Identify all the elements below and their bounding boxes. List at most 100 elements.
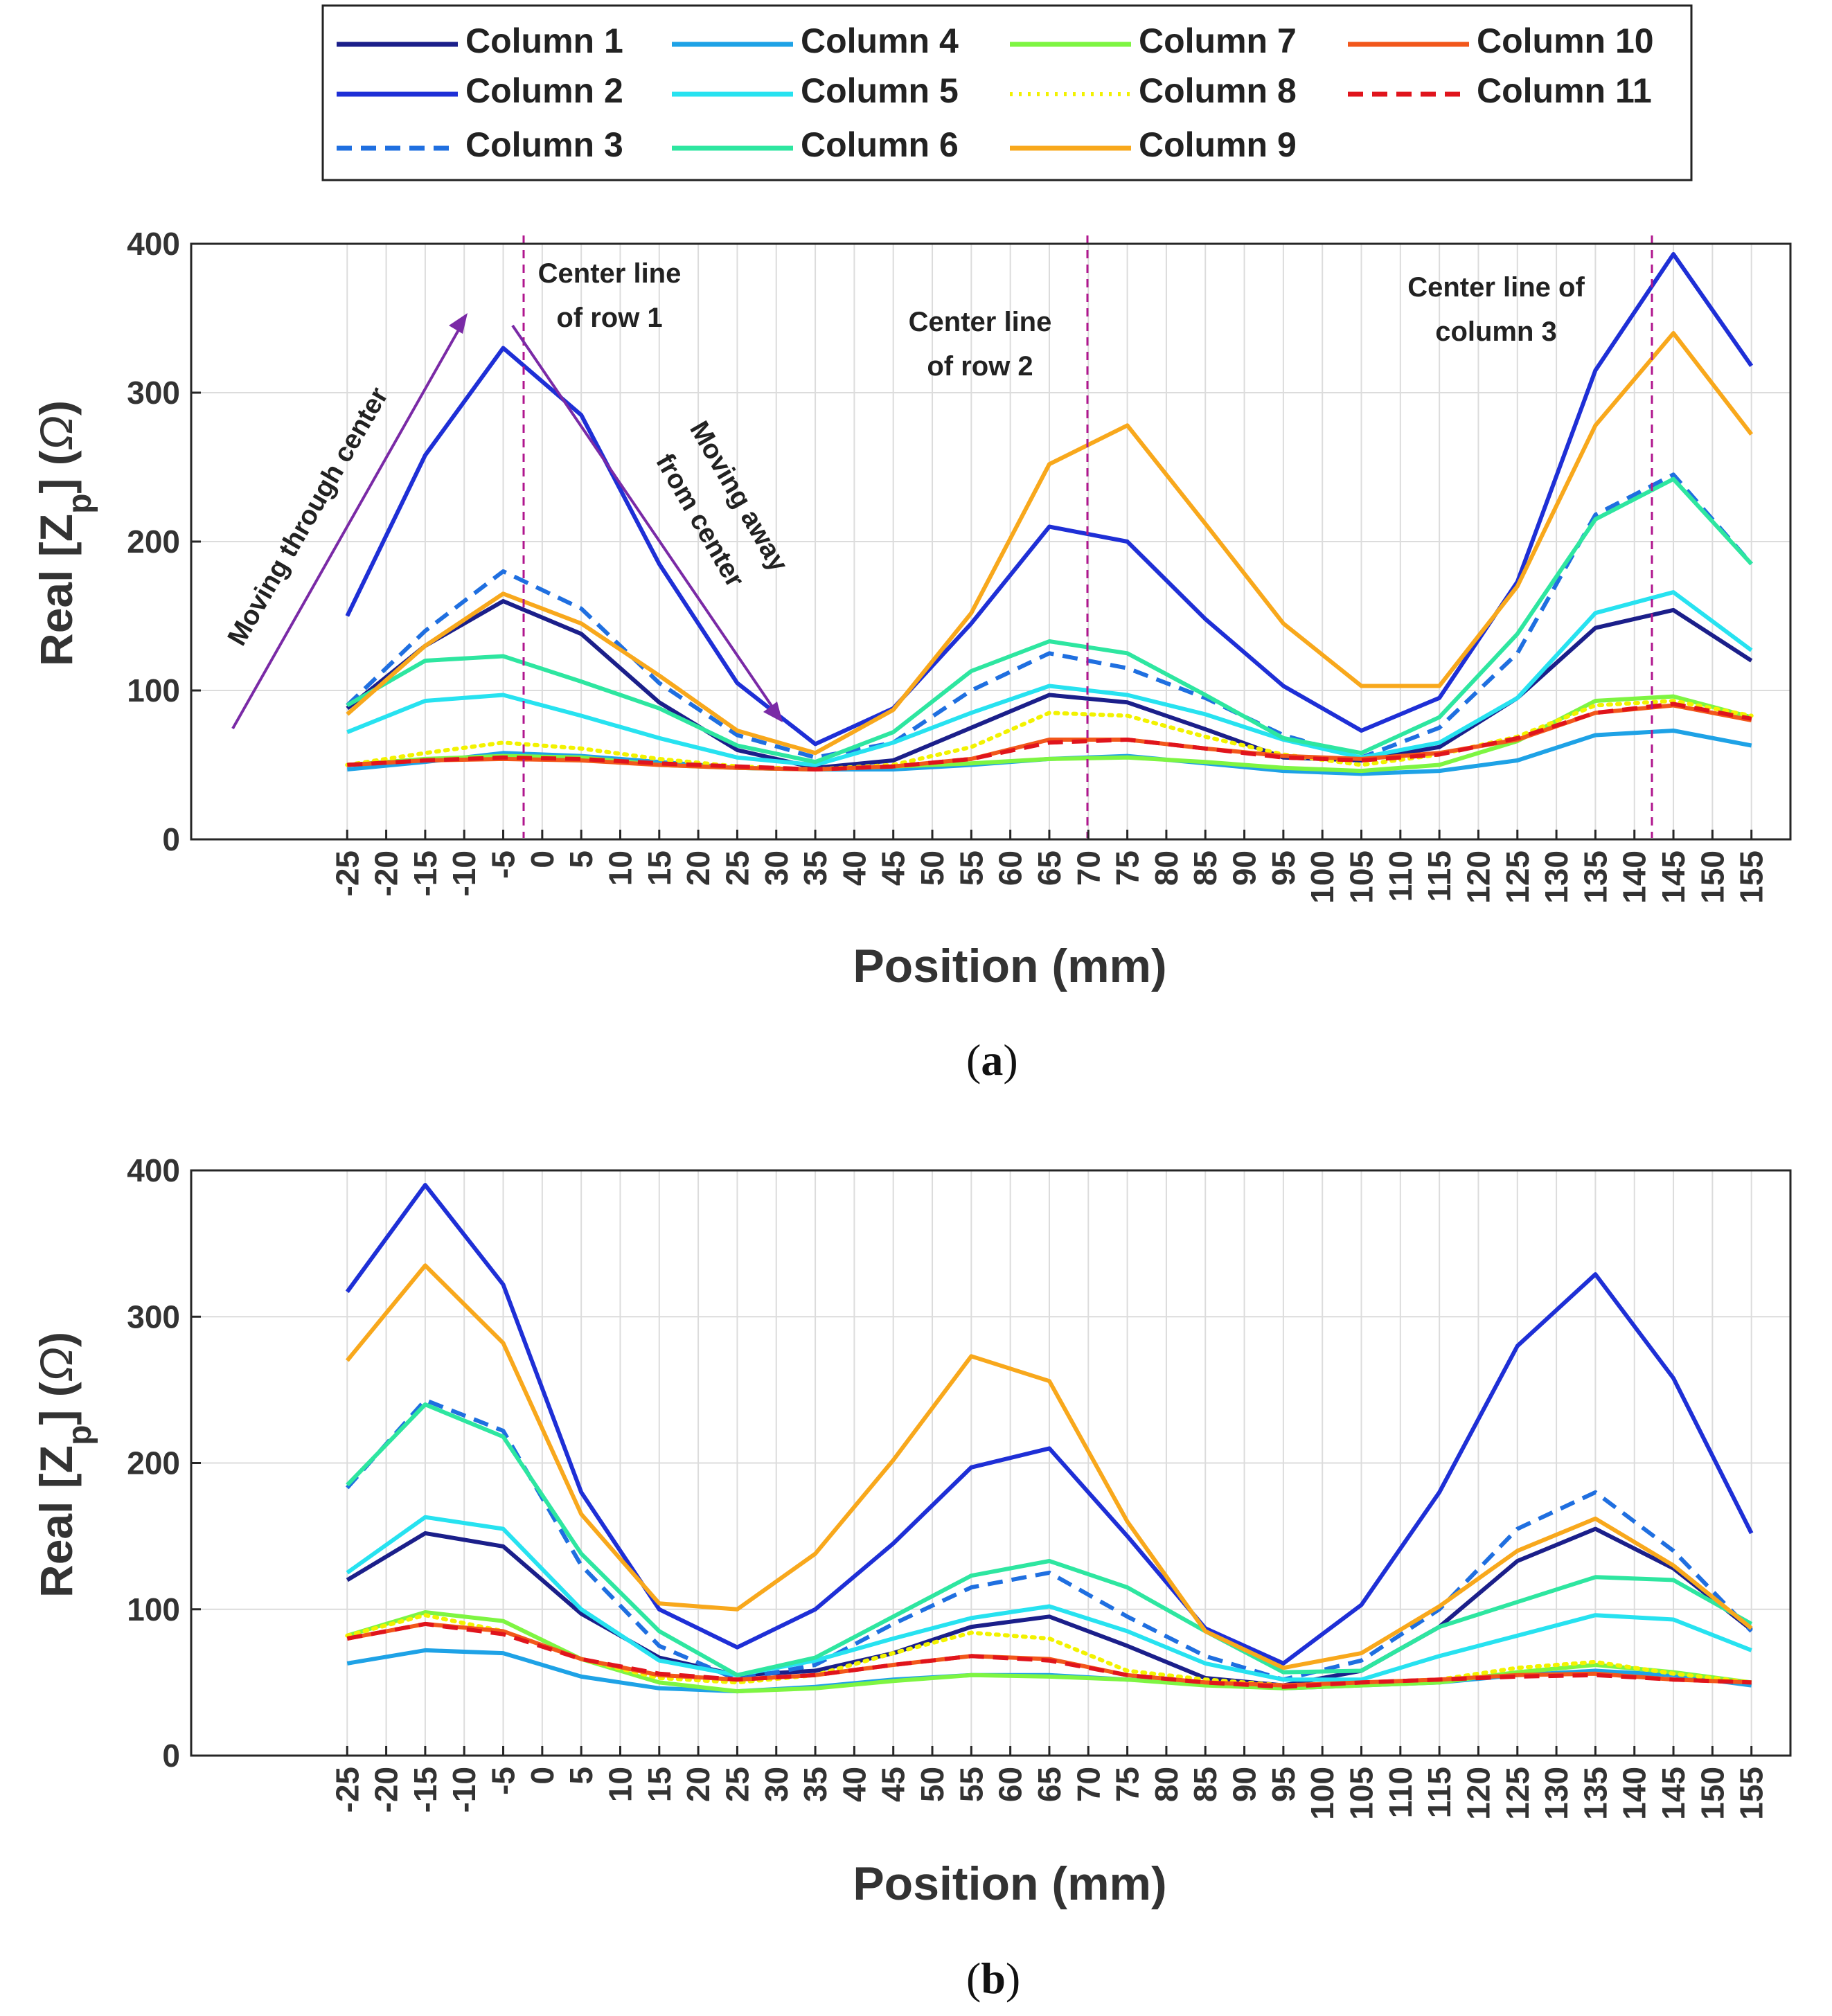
series-line-column-1 xyxy=(346,1526,1753,1688)
legend-label-column-8: Column 8 xyxy=(1139,71,1297,110)
legend-label-column-6: Column 6 xyxy=(801,125,959,164)
arrow-moving-away xyxy=(511,324,776,711)
y-tick-label: 300 xyxy=(127,375,180,411)
legend-box xyxy=(321,4,1693,181)
x-tick-label: -20 xyxy=(368,850,404,896)
label-center-row-2-a: Center line xyxy=(909,307,1052,337)
x-tick-label: 25 xyxy=(719,1767,755,1802)
x-tick-label: 65 xyxy=(1031,850,1067,886)
x-tick-label: 45 xyxy=(875,850,911,886)
panel-b-ylabel: Real [Zp] (Ω) xyxy=(30,1332,98,1598)
label-center-col-3-a: Center line of xyxy=(1407,272,1585,303)
x-tick-label: 155 xyxy=(1734,850,1770,904)
x-tick-label: 20 xyxy=(680,850,716,886)
x-tick-label: 55 xyxy=(953,1767,989,1802)
x-tick-label: 100 xyxy=(1304,850,1340,904)
y-tick-label: 200 xyxy=(127,1445,180,1481)
x-tick-label: 15 xyxy=(641,850,677,886)
x-tick-label: 0 xyxy=(524,1767,560,1785)
label-center-row-1-b: of row 1 xyxy=(556,303,662,333)
x-tick-label: 110 xyxy=(1382,1767,1419,1818)
x-tick-label: 65 xyxy=(1031,1767,1067,1802)
x-tick-label: 110 xyxy=(1382,850,1419,902)
legend-label-column-7: Column 7 xyxy=(1139,21,1297,60)
x-tick-label: -10 xyxy=(446,1767,482,1812)
x-tick-label: 35 xyxy=(797,850,833,886)
panel-b-series xyxy=(345,1183,1754,1694)
x-tick-label: 150 xyxy=(1694,850,1730,904)
legend-label-column-10: Column 10 xyxy=(1477,21,1654,60)
series-line-column-9 xyxy=(346,331,1754,756)
x-tick-label: 5 xyxy=(563,850,599,868)
panel-a-label: (a) xyxy=(966,1035,1018,1085)
y-tick-label: 300 xyxy=(127,1299,180,1335)
y-tick-label: 400 xyxy=(127,1152,180,1188)
x-tick-label: 30 xyxy=(758,1767,794,1802)
x-tick-label: 115 xyxy=(1421,1767,1457,1818)
x-tick-label: 85 xyxy=(1187,1767,1223,1802)
label-center-col-3-b: column 3 xyxy=(1435,316,1557,347)
arrowhead-moving-through xyxy=(449,313,468,334)
x-tick-label: 50 xyxy=(914,850,950,886)
x-tick-label: 125 xyxy=(1500,1767,1536,1820)
y-tick-label: 400 xyxy=(127,226,180,262)
series-line-column-9 xyxy=(345,1263,1753,1670)
x-tick-label: 135 xyxy=(1577,850,1613,904)
x-tick-label: 60 xyxy=(993,850,1029,886)
x-tick-label: 140 xyxy=(1617,1767,1653,1820)
x-tick-label: 50 xyxy=(914,1767,950,1802)
legend-label-column-4: Column 4 xyxy=(801,21,959,60)
x-tick-label: -5 xyxy=(486,1767,522,1795)
x-tick-label: 55 xyxy=(953,850,989,886)
y-tick-label: 100 xyxy=(127,1591,180,1627)
y-tick-label: 100 xyxy=(127,672,180,708)
legend-label-column-11: Column 11 xyxy=(1477,71,1652,110)
x-tick-label: 75 xyxy=(1110,850,1146,886)
y-tick-label: 0 xyxy=(162,821,180,857)
panel-a: Moving through center Moving away from c… xyxy=(30,226,1792,1085)
arrow-moving-through xyxy=(231,322,464,729)
x-tick-label: 130 xyxy=(1538,850,1574,904)
series-line-column-6 xyxy=(346,1402,1753,1677)
x-tick-label: 95 xyxy=(1265,850,1301,886)
x-tick-label: 145 xyxy=(1655,850,1691,904)
x-tick-label: 90 xyxy=(1227,1767,1263,1802)
x-tick-label: 80 xyxy=(1148,1767,1184,1802)
x-tick-label: 30 xyxy=(758,850,794,886)
x-tick-label: 105 xyxy=(1344,1767,1380,1820)
x-tick-label: 5 xyxy=(563,1767,599,1785)
x-tick-label: 120 xyxy=(1460,1767,1496,1820)
x-tick-label: 15 xyxy=(641,1767,677,1802)
x-tick-label: 135 xyxy=(1577,1767,1613,1820)
x-tick-label: 40 xyxy=(836,1767,872,1802)
arrowhead-moving-away xyxy=(763,702,783,722)
legend: Column 1 Column 2 Column 3 Column 4 Column 5… xyxy=(321,4,1693,181)
x-tick-label: 40 xyxy=(836,850,872,886)
x-tick-label: -15 xyxy=(407,1767,443,1812)
x-tick-label: 130 xyxy=(1538,1767,1574,1820)
x-tick-label: -20 xyxy=(368,1767,404,1812)
x-tick-label: 115 xyxy=(1421,850,1457,902)
x-tick-label: 10 xyxy=(602,1767,638,1802)
series-line-column-3 xyxy=(346,1398,1753,1682)
panel-b-xlabel: Position (mm) xyxy=(853,1857,1166,1910)
x-tick-label: 80 xyxy=(1148,850,1184,886)
x-tick-label: -25 xyxy=(329,850,365,896)
legend-label-column-9: Column 9 xyxy=(1139,125,1297,164)
x-tick-label: 35 xyxy=(797,1767,833,1802)
panel-b-label: (b) xyxy=(966,1954,1020,2003)
series-line-column-3 xyxy=(346,472,1753,760)
series-line-column-11 xyxy=(347,702,1752,771)
legend-label-column-1: Column 1 xyxy=(465,21,623,60)
x-tick-label: 150 xyxy=(1694,1767,1730,1820)
legend-label-column-3: Column 3 xyxy=(465,125,623,164)
x-tick-label: 70 xyxy=(1070,1767,1106,1802)
series-line-column-6 xyxy=(346,476,1753,765)
x-tick-label: -15 xyxy=(407,850,443,896)
panel-a-grid xyxy=(191,243,1790,840)
x-tick-label: -10 xyxy=(446,850,482,896)
series-line-column-5 xyxy=(346,1515,1752,1682)
x-tick-label: 70 xyxy=(1070,850,1106,886)
